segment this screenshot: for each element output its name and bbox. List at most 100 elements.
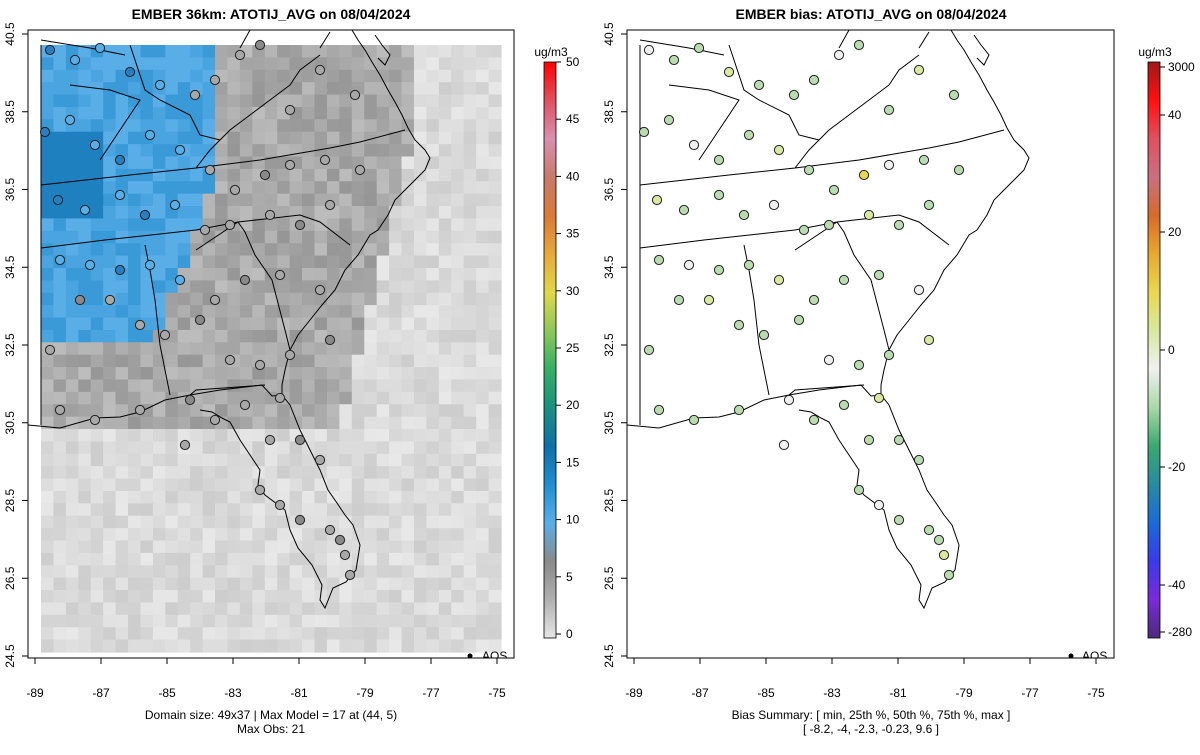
model-grid-cell xyxy=(65,354,79,368)
model-grid-cell xyxy=(438,57,452,71)
model-grid-cell xyxy=(438,391,452,405)
model-grid-cell xyxy=(289,193,303,207)
model-grid-cell xyxy=(264,639,278,653)
model-grid-cell xyxy=(413,181,428,195)
model-grid-cell xyxy=(152,453,166,467)
model-grid-cell xyxy=(177,404,191,418)
model-grid-cell xyxy=(364,156,378,170)
aqs-station-marker xyxy=(713,264,725,276)
model-grid-cell xyxy=(488,404,502,418)
x-tick-label: -81 xyxy=(290,686,308,700)
model-grid-cell xyxy=(65,441,79,455)
model-grid-cell xyxy=(41,614,55,628)
model-grid-cell xyxy=(215,590,229,604)
model-grid-cell xyxy=(351,515,365,529)
model-grid-cell xyxy=(339,503,353,517)
model-grid-cell xyxy=(140,106,154,120)
model-grid-cell xyxy=(264,69,278,83)
model-grid-cell xyxy=(302,614,316,628)
model-grid-cell xyxy=(128,503,142,517)
model-grid-cell xyxy=(65,206,79,220)
model-grid-cell xyxy=(389,69,403,83)
model-grid-cell xyxy=(438,181,452,195)
model-grid-cell xyxy=(426,416,440,430)
aqs-station-marker xyxy=(254,39,266,51)
model-grid-cell xyxy=(476,590,490,604)
model-grid-cell xyxy=(78,317,92,331)
model-grid-cell xyxy=(389,243,403,257)
model-grid-cell xyxy=(115,590,129,604)
model-grid-cell xyxy=(140,342,154,356)
model-grid-cell xyxy=(426,45,440,58)
model-grid-cell xyxy=(326,82,340,96)
model-grid-cell xyxy=(140,57,154,71)
model-grid-cell xyxy=(351,119,365,133)
model-grid-cell xyxy=(476,552,490,566)
model-grid-cell xyxy=(264,367,278,381)
model-grid-cell xyxy=(190,478,204,492)
model-grid-cell xyxy=(289,57,303,71)
model-grid-cell xyxy=(53,565,67,579)
model-grid-cell xyxy=(128,540,142,554)
model-grid-cell xyxy=(289,206,303,220)
aqs-station-marker xyxy=(319,154,331,166)
model-grid-cell xyxy=(376,144,390,158)
model-grid-cell xyxy=(401,230,415,244)
model-grid-cell xyxy=(326,280,340,294)
model-grid-cell xyxy=(202,478,216,492)
model-grid-cell xyxy=(41,218,55,232)
model-grid-cell xyxy=(115,577,129,591)
model-grid-cell xyxy=(215,119,229,133)
left-colorbar-tick-label: 25 xyxy=(566,341,580,355)
model-grid-cell xyxy=(302,354,316,368)
model-grid-cell xyxy=(264,82,278,96)
model-grid-cell xyxy=(78,354,92,368)
model-grid-cell xyxy=(103,466,117,480)
model-grid-cell xyxy=(364,119,378,133)
model-grid-cell xyxy=(202,627,216,641)
model-grid-cell xyxy=(103,441,117,455)
model-grid-cell xyxy=(364,193,378,207)
model-grid-cell xyxy=(227,57,241,71)
model-grid-cell xyxy=(215,230,229,244)
model-grid-cell xyxy=(65,528,79,542)
aqs-station-marker xyxy=(199,224,211,236)
model-grid-cell xyxy=(451,82,465,96)
model-grid-cell xyxy=(177,82,191,96)
model-grid-cell xyxy=(202,206,216,220)
model-grid-cell xyxy=(65,639,79,653)
model-grid-cell xyxy=(65,627,79,641)
model-grid-cell xyxy=(451,453,465,467)
model-grid-cell xyxy=(264,354,278,368)
model-grid-cell xyxy=(289,168,303,182)
model-grid-cell xyxy=(351,206,365,220)
model-grid-cell xyxy=(277,329,291,343)
model-grid-cell xyxy=(90,515,104,529)
aqs-station-marker xyxy=(79,204,91,216)
model-grid-cell xyxy=(128,94,142,108)
model-grid-cell xyxy=(128,614,142,628)
model-grid-cell xyxy=(426,292,440,306)
model-grid-cell xyxy=(65,490,79,504)
model-grid-cell xyxy=(289,577,303,591)
model-grid-cell xyxy=(41,243,55,257)
model-grid-cell xyxy=(65,342,79,356)
model-grid-cell xyxy=(413,218,428,232)
model-grid-cell xyxy=(65,565,79,579)
model-grid-cell xyxy=(326,429,340,443)
model-grid-cell xyxy=(215,540,229,554)
model-grid-cell xyxy=(252,466,266,480)
model-grid-cell xyxy=(289,255,303,269)
aqs-station-marker xyxy=(104,294,116,306)
model-grid-cell xyxy=(152,466,166,480)
model-grid-cell xyxy=(463,552,477,566)
model-grid-cell xyxy=(90,404,104,418)
model-grid-cell xyxy=(190,429,204,443)
model-grid-cell xyxy=(152,590,166,604)
y-tick-label: 32.5 xyxy=(3,333,17,357)
model-grid-cell xyxy=(488,94,502,108)
model-grid-cell xyxy=(302,342,316,356)
model-grid-cell xyxy=(53,379,67,393)
model-grid-cell xyxy=(65,466,79,480)
model-grid-cell xyxy=(376,416,390,430)
